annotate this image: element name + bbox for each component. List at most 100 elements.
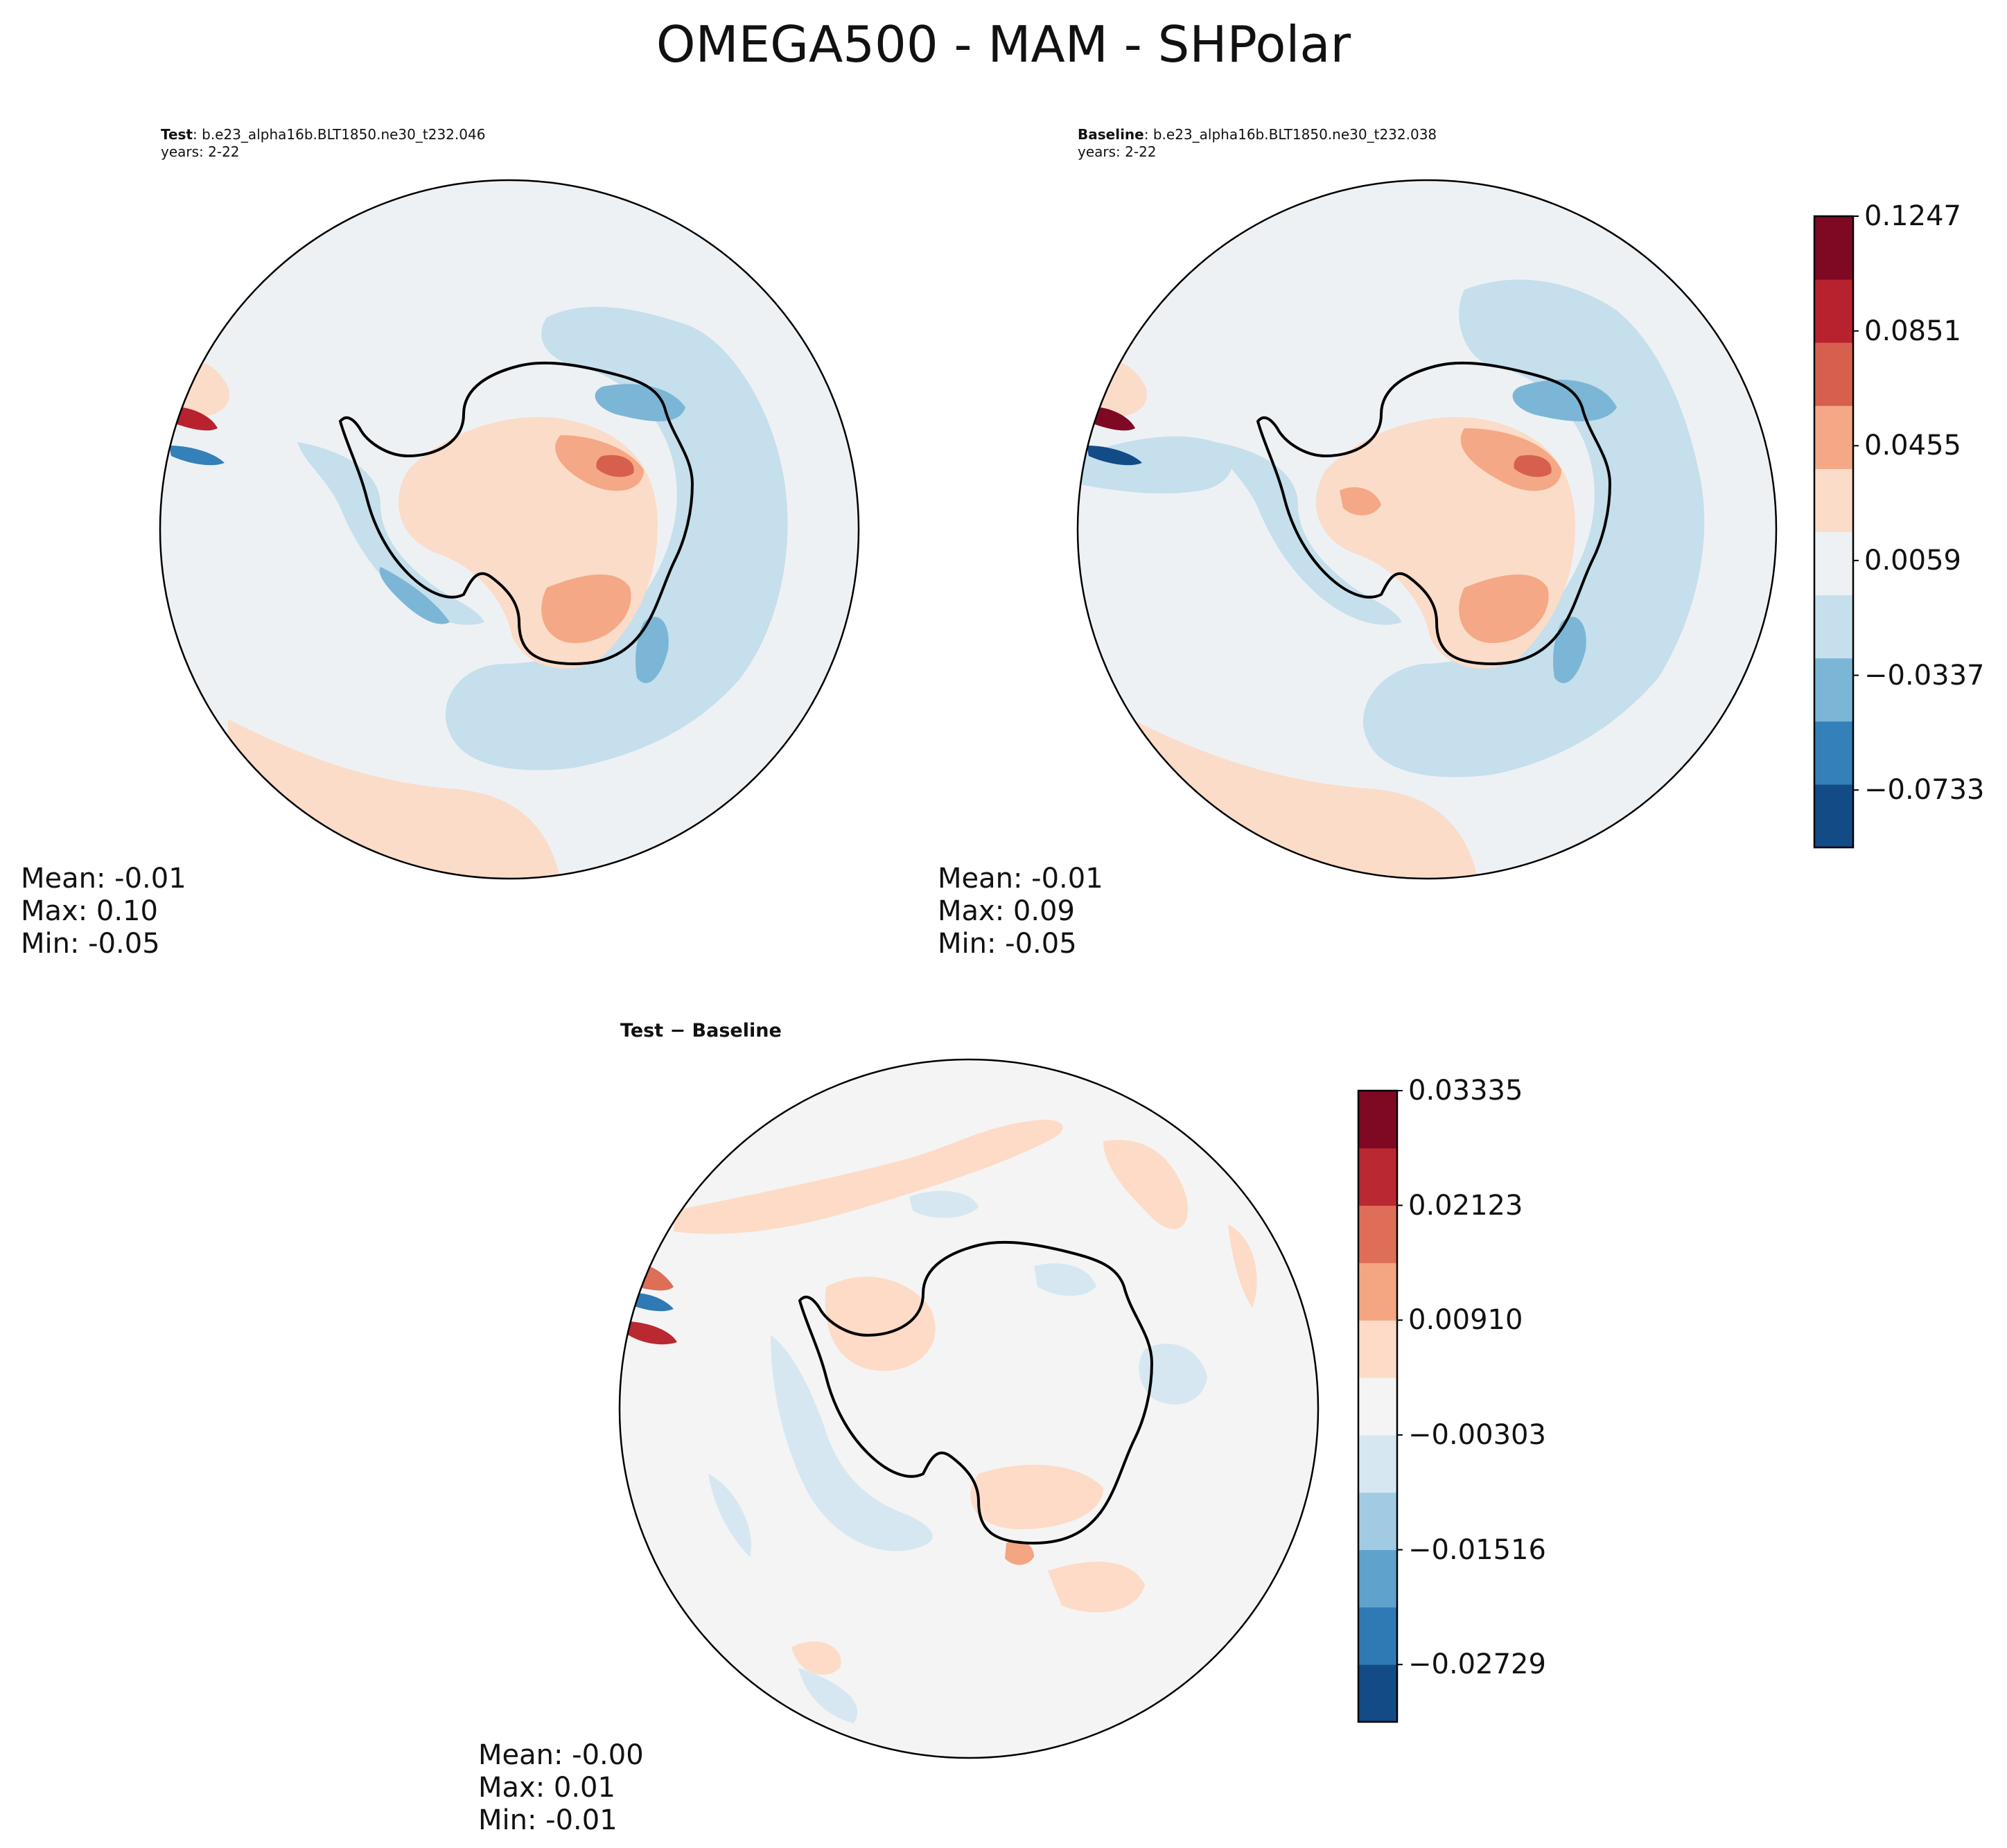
diff-positive-band-north [674,1120,1063,1234]
main-colorbar [1813,215,1859,849]
main-colorbar-frame [1813,215,1855,849]
diff-colorbar-ticks: 0.03335 0.02123 0.00910 −0.00303 −0.01516 −0.… [1408,1075,1575,1723]
test-negative-core [595,384,685,421]
test-map-frame [159,179,860,880]
diff-colorbar-segment [1358,1320,1397,1378]
test-coastal-band [297,442,484,625]
test-max: Max: 0.10 [21,895,158,927]
baseline-dipole-negative [1087,446,1142,466]
test-label: Test [161,126,193,143]
diff-map-frame [618,1058,1320,1759]
diff-colorbar-segment [1358,1549,1397,1608]
test-coastal-core [379,567,450,624]
test-dipole-negative [169,446,225,466]
baseline-coastline [1256,361,1612,666]
baseline-label: Baseline [1078,126,1144,143]
diff-colorbar-tick-label: −0.00303 [1408,1418,1546,1451]
baseline-case: b.e23_alpha16b.BLT1850.ne30_t232.038 [1153,126,1437,143]
diff-colorbar-segment [1358,1492,1397,1551]
diff-max: Max: 0.01 [478,1772,615,1804]
diff-positive-south [1048,1561,1145,1612]
main-colorbar-segment [1814,721,1853,785]
test-positive-core-south [541,574,631,643]
baseline-years: years: 2-22 [1078,143,1157,160]
diff-colorbar-tick-label: 0.02123 [1408,1189,1523,1222]
main-colorbar-ticks: 0.1247 0.0851 0.0455 0.0059 −0.0337 −0.0733 [1864,200,2003,849]
diff-colorbar-tick-label: 0.03335 [1408,1075,1523,1107]
diff-stats: Mean: -0.00 Max: 0.01 Min: -0.01 [478,1739,644,1837]
test-mean: Mean: -0.01 [21,863,186,895]
diff-colorbar [1357,1089,1403,1723]
main-colorbar-segment [1814,216,1853,280]
diff-negative-south [798,1668,858,1723]
diff-background-field [620,1059,1318,1758]
test-map [159,179,860,880]
test-positive-max [596,455,634,477]
main-colorbar-segment [1814,405,1853,469]
test-min: Min: -0.05 [21,928,160,960]
diff-colorbar-segment [1358,1147,1397,1206]
test-stats: Mean: -0.01 Max: 0.10 Min: -0.05 [21,863,186,960]
diff-coastline [798,1240,1154,1545]
baseline-stats: Mean: -0.01 Max: 0.09 Min: -0.05 [938,863,1103,960]
figure-title: OMEGA500 - MAM - SHPolar [656,15,1351,73]
baseline-positive-west [1340,487,1381,516]
test-header: Test: b.e23_alpha16b.BLT1850.ne30_t232.0… [161,126,486,160]
diff-colorbar-segment [1358,1434,1397,1493]
main-colorbar-tick-label: 0.0851 [1864,315,1961,347]
baseline-max: Max: 0.09 [938,895,1075,927]
test-case: b.e23_alpha16b.BLT1850.ne30_t232.046 [202,126,486,143]
diff-colorbar-frame [1357,1089,1399,1723]
test-negative-band [445,306,788,771]
diff-positive-far-east [1228,1224,1257,1308]
baseline-positive-core-south [1459,574,1549,643]
main-colorbar-segment [1814,784,1853,848]
test-negative-patch-east [636,617,669,683]
baseline-min: Min: -0.05 [938,928,1077,960]
diff-positive-southwest [791,1641,841,1675]
diff-dipole-positive-south [625,1321,677,1345]
diff-colorbar-segment [1358,1664,1397,1723]
diff-header: Test − Baseline [620,1020,782,1041]
diff-positive-central [825,1276,936,1371]
main-colorbar-segment [1814,595,1853,659]
diff-negative-southwest [708,1474,751,1557]
diff-positive-southeast-core [1005,1540,1034,1565]
diff-colorbar-tick-label: −0.01516 [1408,1533,1546,1566]
diff-positive-east [1103,1140,1188,1229]
diff-colorbar-segment [1358,1607,1397,1665]
baseline-header: Baseline: b.e23_alpha16b.BLT1850.ne30_t2… [1078,126,1437,160]
test-coastline [338,361,694,666]
test-years: years: 2-22 [161,143,240,160]
baseline-map [1076,179,1778,880]
baseline-negative-band [1362,279,1705,777]
baseline-coastal-band [1215,442,1402,625]
diff-colorbar-segment [1358,1205,1397,1263]
diff-min: Min: -0.01 [478,1804,617,1836]
main-colorbar-tick-label: 0.0059 [1864,544,1961,577]
diff-colorbar-segment [1358,1262,1397,1321]
diff-colorbar-tick-label: −0.02729 [1408,1648,1546,1681]
main-colorbar-tick-label: 0.0455 [1864,430,1961,462]
diff-negative-band [771,1335,933,1551]
diff-negative-east [1139,1344,1207,1405]
diff-colorbar-segment [1358,1091,1397,1149]
diff-map [618,1058,1320,1759]
diff-positive-southeast [970,1464,1103,1529]
main-colorbar-segment [1814,468,1853,532]
main-colorbar-segment [1814,531,1853,596]
baseline-negative-patch-east [1553,617,1586,683]
baseline-mean: Mean: -0.01 [938,863,1103,895]
main-colorbar-tick-label: −0.0733 [1864,774,1985,807]
diff-colorbar-tick-label: 0.00910 [1408,1304,1523,1337]
diff-negative-north [909,1190,979,1218]
diff-negative-northeast [1034,1263,1096,1296]
baseline-negative-core [1512,380,1617,421]
main-colorbar-tick-label: −0.0337 [1864,659,1985,692]
main-colorbar-tick-label: 0.1247 [1864,200,1961,232]
main-colorbar-segment [1814,658,1853,722]
main-colorbar-segment [1814,342,1853,406]
baseline-positive-max [1514,455,1552,477]
baseline-map-frame [1076,179,1778,880]
main-colorbar-segment [1814,279,1853,343]
